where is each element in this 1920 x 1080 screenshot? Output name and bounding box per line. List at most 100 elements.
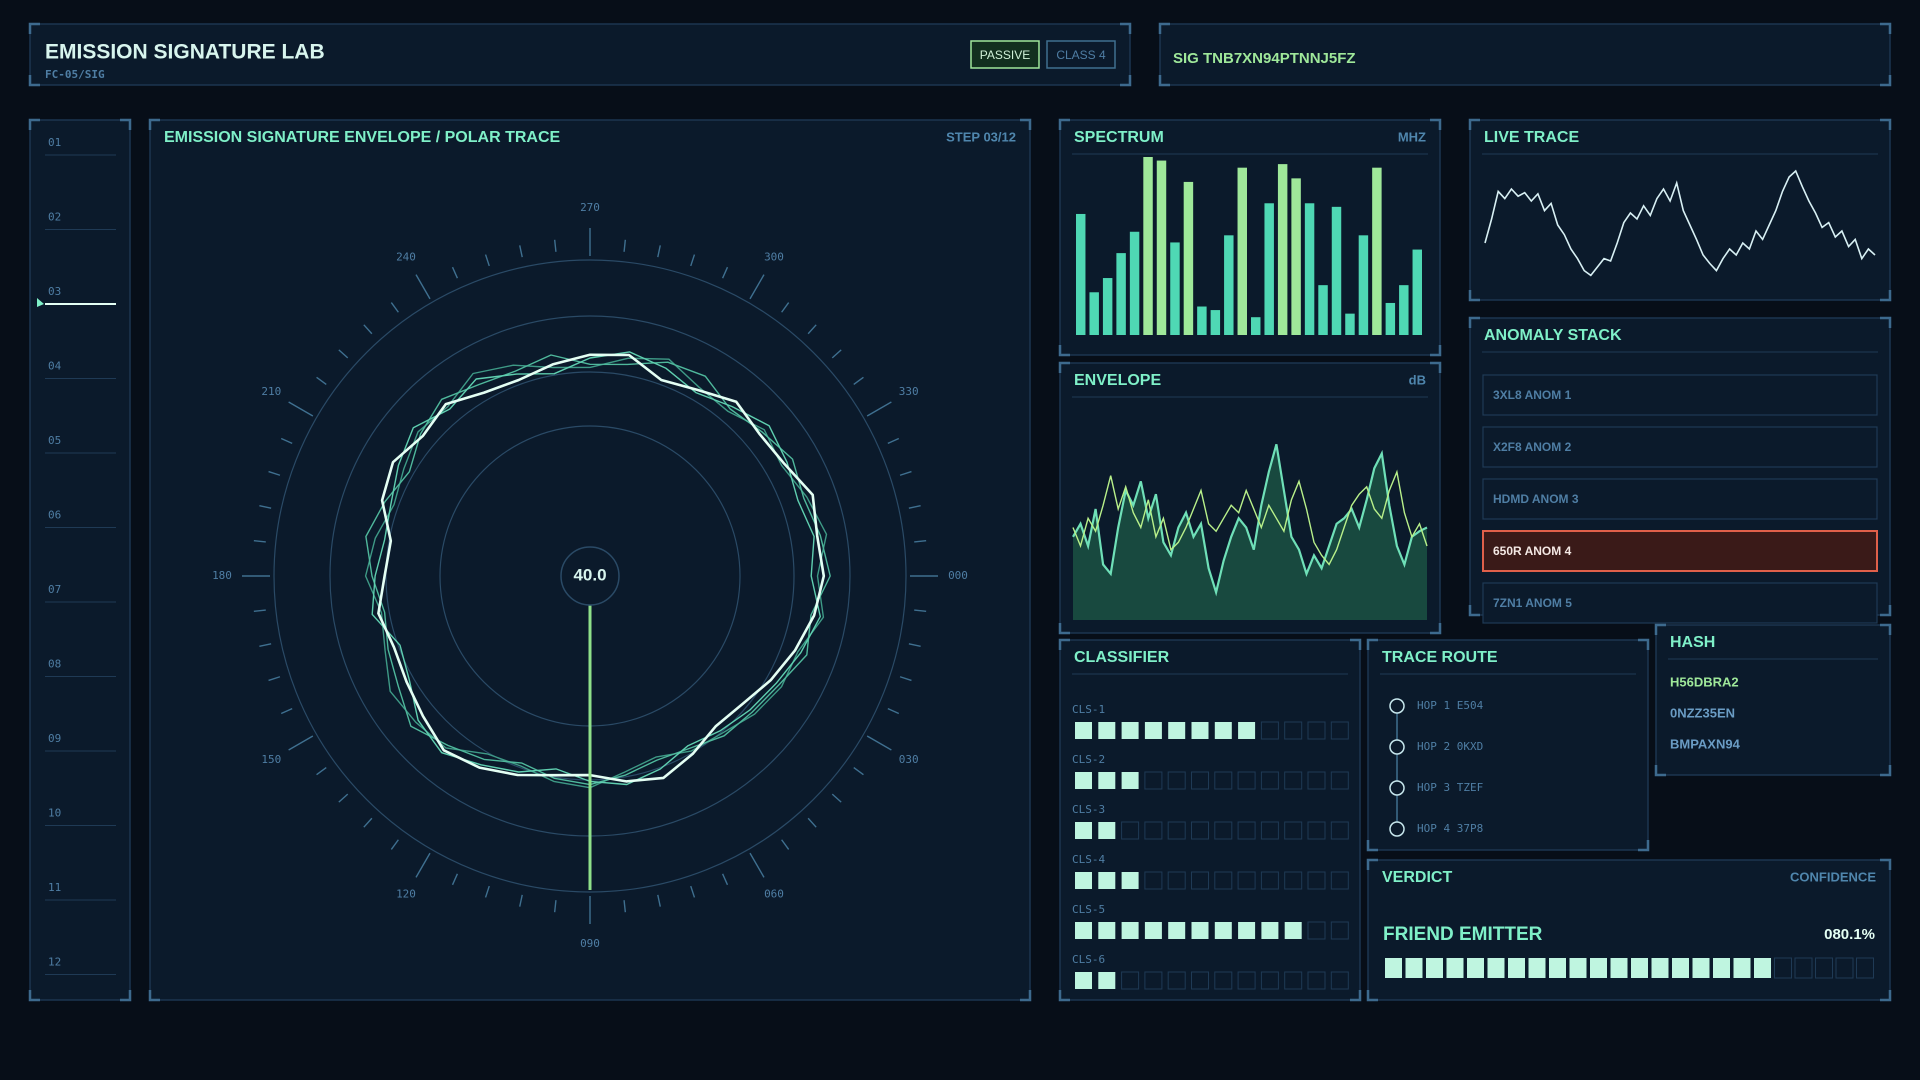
verdict-label: FRIEND EMITTER: [1383, 924, 1543, 945]
step-label[interactable]: 07: [48, 583, 61, 596]
anomaly-label[interactable]: X2F8 ANOM 2: [1493, 440, 1572, 454]
panel-corner: [1880, 118, 1892, 130]
step-label[interactable]: 04: [48, 360, 62, 373]
polar-tick: [363, 324, 373, 335]
polar-tick: [415, 852, 431, 878]
classifier-block: [1098, 872, 1116, 889]
step-label[interactable]: 08: [48, 658, 61, 671]
classifier-block: [1075, 872, 1092, 889]
panel-title: VERDICT: [1382, 869, 1452, 886]
classifier-label: CLS-3: [1072, 803, 1105, 816]
classifier-block: [1330, 921, 1349, 940]
polar-tick: [781, 302, 790, 313]
polar-tick: [363, 817, 373, 828]
classifier-block: [1191, 971, 1209, 990]
anomaly-item[interactable]: [1482, 582, 1878, 624]
classifier-block: [1330, 871, 1349, 890]
spectrum-bar: [1358, 235, 1369, 335]
panel-title: TRACE ROUTE: [1382, 649, 1498, 666]
mode-button[interactable]: [1046, 40, 1116, 69]
panel-corner: [1880, 605, 1892, 617]
step-label[interactable]: 01: [48, 136, 61, 149]
anomaly-label[interactable]: HDMD ANOM 3: [1493, 492, 1579, 506]
panel-corner: [1880, 623, 1892, 635]
anomaly-label[interactable]: 3XL8 ANOM 1: [1493, 388, 1572, 402]
step-label[interactable]: 12: [48, 956, 61, 969]
panel-corner: [1366, 840, 1378, 852]
classifier-block: [1238, 922, 1256, 939]
step-label[interactable]: 03: [48, 285, 61, 298]
envelope-area: [1073, 444, 1427, 620]
panel-corner: [1654, 623, 1666, 635]
panel-title: SPECTRUM: [1074, 129, 1164, 146]
mode-button-label[interactable]: CLASS 4: [1056, 48, 1106, 62]
panel-title: CLASSIFIER: [1074, 649, 1170, 666]
confidence-block: [1487, 958, 1505, 978]
classifier-block: [1075, 922, 1092, 939]
polar-tick: [623, 239, 627, 252]
spectrum-bar: [1251, 317, 1261, 335]
polar-tick: [908, 643, 921, 647]
confidence-block: [1426, 958, 1443, 978]
polar-tick: [657, 894, 661, 907]
panel-corner: [1430, 361, 1442, 373]
panel-corner: [1120, 22, 1132, 34]
anomaly-item[interactable]: [1482, 426, 1878, 468]
classifier-block: [1167, 971, 1186, 990]
classifier-block: [1214, 922, 1232, 939]
step-label[interactable]: 05: [48, 434, 61, 447]
classifier-block: [1075, 722, 1092, 739]
panel-corner: [148, 118, 160, 130]
panel: [1159, 23, 1891, 86]
anomaly-item[interactable]: [1482, 530, 1878, 572]
confidence-block: [1856, 957, 1874, 979]
polar-trace: [371, 351, 821, 786]
panel-corner: [1430, 345, 1442, 357]
polar-tick: [268, 470, 281, 476]
classifier-block: [1307, 921, 1326, 940]
anomaly-item[interactable]: [1482, 374, 1878, 416]
panel-corner: [1058, 638, 1070, 650]
anomaly-item[interactable]: [1482, 478, 1878, 520]
spectrum-bar: [1318, 285, 1328, 335]
classifier-block: [1168, 722, 1186, 739]
route-node: [1389, 739, 1405, 755]
classifier-block: [1260, 871, 1279, 890]
polar-tick: [866, 735, 892, 751]
spectrum-bar: [1129, 231, 1140, 335]
panel-corner: [1654, 765, 1666, 777]
panel-corner: [1468, 316, 1480, 328]
classifier-block: [1261, 922, 1279, 939]
anomaly-label[interactable]: 7ZN1 ANOM 5: [1493, 596, 1572, 610]
step-label[interactable]: 09: [48, 732, 61, 745]
polar-tick: [623, 900, 627, 913]
polar-tick: [280, 437, 293, 445]
classifier-block: [1098, 722, 1116, 739]
confidence-block: [1467, 958, 1484, 978]
anomaly-label[interactable]: 650R ANOM 4: [1493, 544, 1572, 558]
panel-corner: [1020, 990, 1032, 1002]
step-label[interactable]: 02: [48, 211, 61, 224]
classifier-block: [1260, 971, 1279, 990]
classifier-block: [1330, 771, 1349, 790]
panel-corner: [120, 990, 132, 1002]
classifier-block: [1237, 771, 1256, 790]
step-label[interactable]: 11: [48, 881, 61, 894]
mode-button-label[interactable]: PASSIVE: [980, 48, 1030, 62]
classifier-block: [1098, 922, 1116, 939]
panel-title: EMISSION SIGNATURE ENVELOPE / POLAR TRAC…: [164, 129, 561, 146]
route-node: [1389, 821, 1405, 837]
step-label[interactable]: 10: [48, 807, 61, 820]
panel-corner: [1468, 118, 1480, 130]
spectrum-bar: [1291, 178, 1301, 335]
classifier-block: [1260, 771, 1279, 790]
confidence-block: [1405, 958, 1423, 978]
panel-corner: [1468, 605, 1480, 617]
polar-angle-label: 000: [948, 569, 968, 582]
spectrum-bar: [1197, 306, 1207, 335]
step-label[interactable]: 06: [48, 509, 61, 522]
mode-button[interactable]: [970, 40, 1040, 69]
spectrum-bar: [1331, 206, 1342, 335]
classifier-block: [1191, 922, 1209, 939]
polar-tick: [831, 793, 842, 803]
